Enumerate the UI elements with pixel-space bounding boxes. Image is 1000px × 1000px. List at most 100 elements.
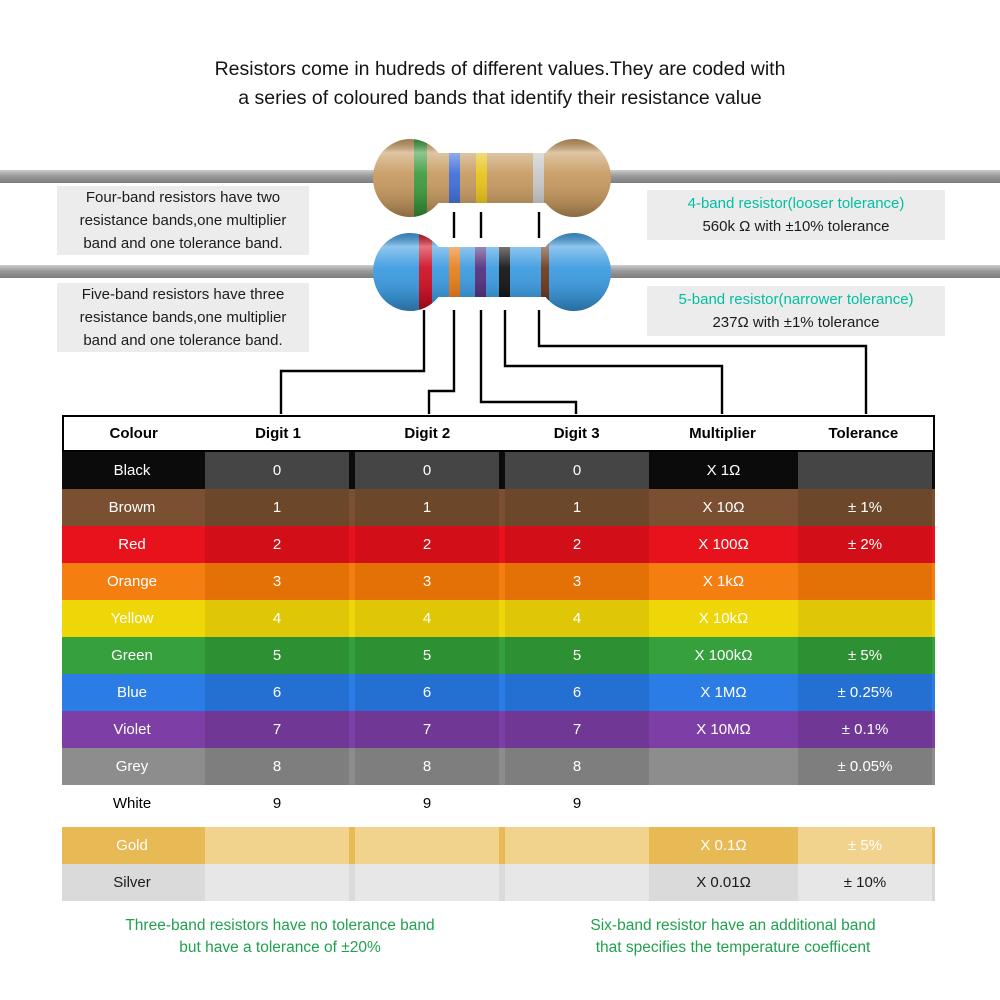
- header-digit3: Digit 3: [553, 425, 600, 442]
- row-digit3: 5: [502, 637, 652, 674]
- six-band-note: Six-band resistor have an additional ban…: [558, 915, 908, 959]
- row-digit1: 1: [202, 489, 352, 526]
- three-band-note: Three-band resistors have no tolerance b…: [105, 915, 455, 959]
- row-tolerance: ± 0.25%: [795, 674, 935, 711]
- row-colour-name: Yellow: [110, 610, 154, 627]
- row-tolerance: [795, 452, 935, 489]
- resistor1-gloss: [373, 139, 611, 217]
- five-band-desc-line-1: Five-band resistors have three: [81, 286, 285, 303]
- row-digit2: 9: [352, 785, 502, 822]
- five-band-spec-value: 237Ω with ±1% tolerance: [712, 314, 880, 331]
- table-row: Black 0 0 0 X 1Ω: [62, 452, 935, 489]
- table-row: Gold X 0.1Ω ± 5%: [62, 827, 935, 864]
- page-title: Resistors come in hudreds of different v…: [0, 55, 1000, 113]
- title-line-1: Resistors come in hudreds of different v…: [214, 58, 786, 80]
- six-band-note-line-2: that specifies the temperature coefficen…: [595, 939, 871, 956]
- row-digit1: 0: [202, 452, 352, 489]
- row-digit2: 6: [352, 674, 502, 711]
- row-tolerance: ± 2%: [795, 526, 935, 563]
- row-tolerance: [795, 785, 935, 822]
- row-digit3: [502, 864, 652, 901]
- table-row: Blue 6 6 6 X 1MΩ ± 0.25%: [62, 674, 935, 711]
- four-band-desc-line-1: Four-band resistors have two: [85, 189, 281, 206]
- row-digit3: [502, 827, 652, 864]
- color-code-table: Colour Digit 1 Digit 2 Digit 3 Multiplie…: [62, 415, 935, 901]
- table-row: Orange 3 3 3 X 1kΩ: [62, 563, 935, 600]
- row-colour-name: Black: [113, 462, 151, 479]
- connector-multiplier: [503, 310, 724, 414]
- row-colour-name: Gold: [116, 837, 148, 854]
- row-digit1: 4: [202, 600, 352, 637]
- row-colour-name: Silver: [113, 874, 151, 891]
- header-multiplier: Multiplier: [689, 425, 756, 442]
- five-band-description: Five-band resistors have three resistanc…: [57, 283, 309, 352]
- title-line-2: a series of coloured bands that identify…: [238, 87, 762, 109]
- row-digit3: 3: [502, 563, 652, 600]
- row-colour-name: Grey: [115, 758, 149, 775]
- table-row: Red 2 2 2 X 100Ω ± 2%: [62, 526, 935, 563]
- row-digit2: [352, 827, 502, 864]
- row-colour-name: Orange: [106, 573, 158, 590]
- five-band-spec: 5-band resistor(narrower tolerance) 237Ω…: [647, 286, 945, 336]
- row-digit2: 1: [352, 489, 502, 526]
- connector-digit2: [427, 310, 456, 414]
- six-band-note-line-1: Six-band resistor have an additional ban…: [590, 917, 876, 934]
- row-multiplier: X 0.1Ω: [700, 837, 747, 854]
- row-digit1: 7: [202, 711, 352, 748]
- table-row: Violet 7 7 7 X 10MΩ ± 0.1%: [62, 711, 935, 748]
- row-tolerance: ± 5%: [795, 637, 935, 674]
- row-multiplier: X 10MΩ: [696, 721, 751, 738]
- connector-digit3: [479, 310, 578, 414]
- five-band-desc-line-3: band and one tolerance band.: [83, 332, 283, 349]
- header-colour: Colour: [109, 425, 158, 442]
- row-colour-name: Browm: [108, 499, 156, 516]
- row-multiplier: X 100kΩ: [694, 647, 753, 664]
- row-multiplier: [652, 785, 795, 822]
- row-multiplier: X 10kΩ: [698, 610, 749, 627]
- connector-digit1: [279, 310, 426, 414]
- row-multiplier: X 100Ω: [698, 536, 749, 553]
- row-digit2: 2: [352, 526, 502, 563]
- row-tolerance: ± 1%: [795, 489, 935, 526]
- row-digit3: 2: [502, 526, 652, 563]
- table-header-row: Colour Digit 1 Digit 2 Digit 3 Multiplie…: [62, 415, 935, 452]
- header-digit1: Digit 1: [255, 425, 301, 442]
- five-band-desc-line-2: resistance bands,one multiplier: [79, 309, 287, 326]
- header-tolerance: Tolerance: [828, 425, 899, 442]
- table-row: Yellow 4 4 4 X 10kΩ: [62, 600, 935, 637]
- row-multiplier: [652, 748, 795, 785]
- row-tolerance: [795, 563, 935, 600]
- row-digit1: 3: [202, 563, 352, 600]
- row-digit3: 7: [502, 711, 652, 748]
- four-band-desc-line-3: band and one tolerance band.: [83, 235, 283, 252]
- row-digit3: 9: [502, 785, 652, 822]
- four-band-spec-heading: 4-band resistor(looser tolerance): [687, 195, 905, 212]
- row-digit3: 1: [502, 489, 652, 526]
- row-digit1: 5: [202, 637, 352, 674]
- table-row: Grey 8 8 8 ± 0.05%: [62, 748, 935, 785]
- row-digit2: [352, 864, 502, 901]
- row-tolerance: [795, 600, 935, 637]
- row-digit3: 8: [502, 748, 652, 785]
- four-band-spec-value: 560k Ω with ±10% tolerance: [702, 218, 890, 235]
- row-multiplier: X 0.01Ω: [696, 874, 751, 891]
- table-row: White 9 9 9: [62, 785, 935, 822]
- three-band-note-line-2: but have a tolerance of ±20%: [179, 939, 381, 956]
- row-digit1: [202, 827, 352, 864]
- connector-tolerance: [537, 310, 868, 414]
- row-digit2: 0: [352, 452, 502, 489]
- row-digit1: 9: [202, 785, 352, 822]
- row-colour-name: Green: [111, 647, 153, 664]
- five-band-resistor: [373, 233, 611, 311]
- row-digit2: 8: [352, 748, 502, 785]
- row-colour-name: Violet: [113, 721, 151, 738]
- resistor2-gloss: [373, 233, 611, 311]
- table-row: Silver X 0.01Ω ± 10%: [62, 864, 935, 901]
- four-band-spec: 4-band resistor(looser tolerance) 560k Ω…: [647, 190, 945, 240]
- table-body: Black 0 0 0 X 1Ω Browm 1 1 1 X 10Ω ± 1% …: [62, 452, 935, 901]
- row-colour-name: Blue: [116, 684, 148, 701]
- row-multiplier: X 1kΩ: [702, 573, 745, 590]
- row-tolerance: ± 0.1%: [795, 711, 935, 748]
- three-band-note-line-1: Three-band resistors have no tolerance b…: [125, 917, 435, 934]
